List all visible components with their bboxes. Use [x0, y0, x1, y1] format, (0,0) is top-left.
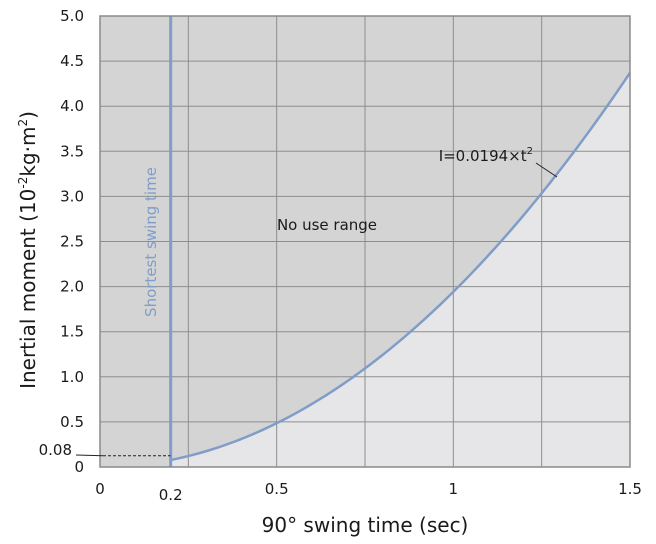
- y-axis-title-end: ): [16, 111, 40, 119]
- y-tick-label: 4.0: [60, 97, 84, 115]
- x-tick-labels: 0 0.2 0.5 1 1.5: [95, 480, 642, 504]
- y-tick-label: 1.0: [60, 368, 84, 386]
- gridlines: [100, 16, 630, 467]
- x-axis-title: 90° swing time (sec): [262, 513, 469, 537]
- inertia-curve: [170, 72, 632, 462]
- x-tick-label: 1: [449, 480, 459, 498]
- y-tick-label: 2.5: [60, 233, 84, 251]
- curve-label-leader: [535, 162, 558, 178]
- y-axis-title-mid: kg·m: [16, 127, 40, 177]
- curve-equation-label: I=0.0194×t2: [439, 146, 533, 165]
- x-tick-label: 0: [95, 480, 105, 498]
- plot-area: [99, 15, 632, 468]
- y-tick-label: 5.0: [60, 7, 84, 25]
- x-tick-label: 0.5: [265, 480, 289, 498]
- y-axis-title: Inertial moment (10-2kg·m2): [16, 111, 40, 389]
- y-tick-label: 0: [74, 458, 84, 476]
- curve-equation-exponent: 2: [527, 146, 533, 157]
- y-axis-title-sup1: -2: [16, 177, 30, 189]
- y-tick-label: 0.5: [60, 413, 84, 431]
- curve-equation-text: I=0.0194×t: [439, 147, 527, 165]
- plot-frame: [99, 15, 631, 468]
- y-tick-label: 3.5: [60, 142, 84, 160]
- x-tick-label: 0.2: [159, 486, 183, 504]
- shortest-swing-time-label: Shortest swing time: [142, 167, 160, 317]
- marker-value-label: 0.08: [39, 441, 72, 459]
- usable-region: [170, 72, 630, 467]
- y-axis-title-sup2: 2: [16, 119, 30, 127]
- marker-value-leader: [75, 454, 104, 457]
- y-tick-labels: 0 0.5 1.0 1.5 2.0 2.5 3.0 3.5 4.0 4.5 5.0: [60, 7, 84, 476]
- y-tick-label: 1.5: [60, 323, 84, 341]
- y-tick-label: 3.0: [60, 187, 84, 205]
- y-tick-label: 2.0: [60, 278, 84, 296]
- y-tick-label: 4.5: [60, 52, 84, 70]
- y-axis-title-main: Inertial moment (10: [16, 189, 40, 389]
- x-tick-label: 1.5: [618, 480, 642, 498]
- region-label: No use range: [277, 216, 377, 234]
